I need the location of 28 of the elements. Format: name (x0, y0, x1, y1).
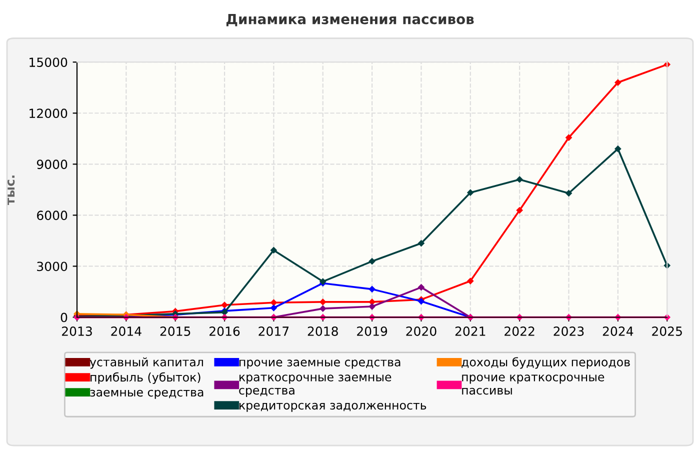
y-axis-title: тыс. (7, 176, 15, 205)
legend-label: заемные средства (90, 390, 204, 399)
legend-label: прочие краткосрочные пассивы (462, 374, 604, 395)
x-tick-label: 2018 (308, 326, 338, 336)
y-tick-label: 6000 (37, 210, 68, 220)
y-tick-label: 15000 (30, 58, 68, 68)
y-tick-label: 0 (60, 312, 68, 322)
x-tick-label: 2020 (406, 326, 436, 336)
legend-label: уставный капитал (90, 357, 203, 369)
x-tick-label: 2013 (62, 326, 92, 336)
x-tick-label: 2021 (455, 326, 486, 336)
x-tick-label: 2024 (602, 326, 634, 336)
x-tick-label: 2014 (111, 326, 142, 336)
legend-label: прочие заемные средства (240, 360, 400, 369)
x-tick-label: 2022 (504, 326, 534, 336)
chart-title: Динамика изменения пассивов (226, 14, 474, 26)
x-tick-label: 2017 (258, 326, 289, 336)
y-tick-label: 3000 (37, 262, 68, 272)
legend-label: кредиторская задолженность (240, 402, 426, 412)
x-tick-label: 2016 (210, 326, 240, 336)
legend-label: прибыль (убыток) (90, 372, 200, 384)
x-tick-label: 2023 (554, 326, 584, 336)
x-tick-label: 2025 (652, 326, 682, 336)
y-tick-label: 9000 (36, 160, 68, 170)
x-tick-label: 2019 (357, 326, 388, 336)
x-tick-label: 2015 (160, 326, 190, 336)
legend-label: доходы будущих периодов (462, 357, 630, 369)
y-tick-label: 12000 (30, 108, 68, 118)
